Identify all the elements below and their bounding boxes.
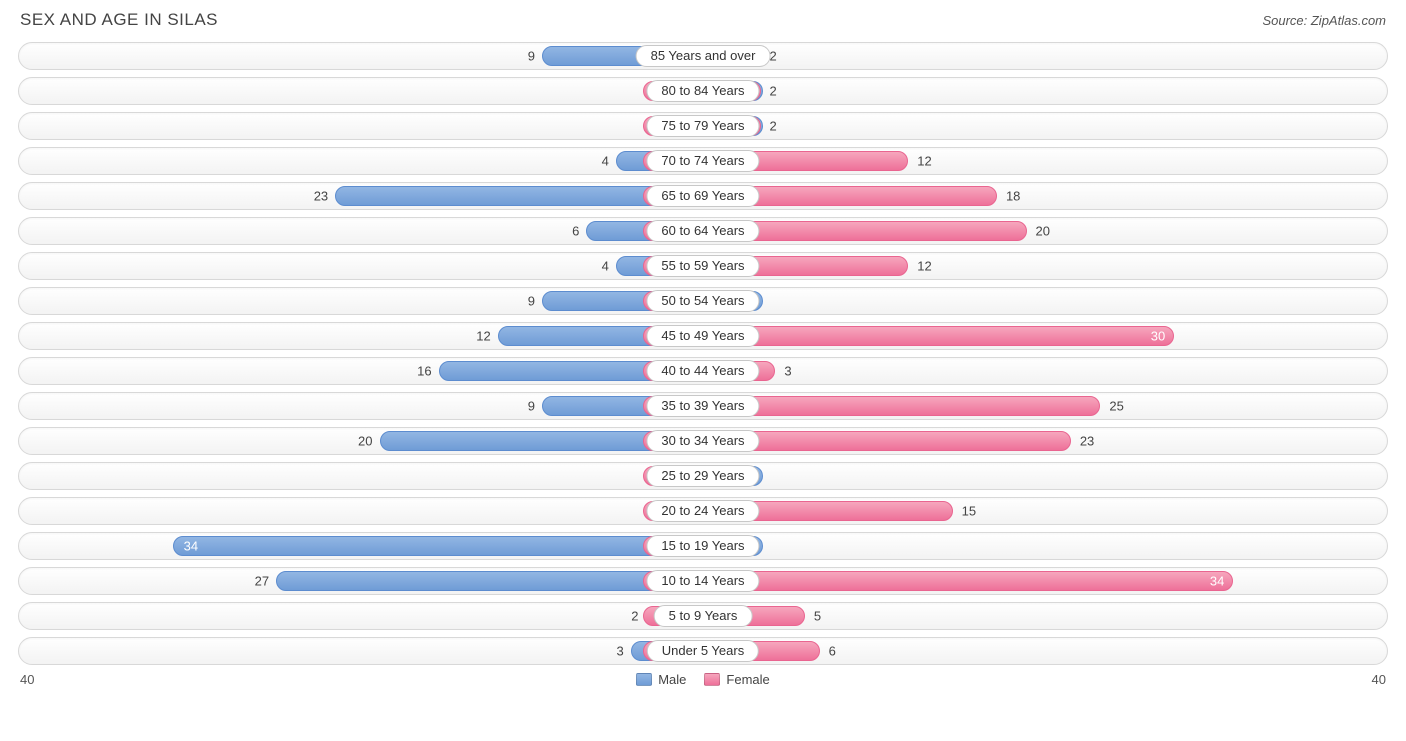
female-value: 20 [1036,224,1050,239]
age-group-label: 45 to 49 Years [646,325,759,347]
female-value: 3 [784,364,791,379]
age-group-label: 35 to 39 Years [646,395,759,417]
chart-source: Source: ZipAtlas.com [1262,13,1386,28]
chart-row: 16 3 40 to 44 Years [18,357,1388,385]
male-value: 9 [528,294,535,309]
chart-row: 3 6 Under 5 Years [18,637,1388,665]
age-group-label: 25 to 29 Years [646,465,759,487]
chart-row: 0275 to 79 Years [18,112,1388,140]
chart-row: 12 30 45 to 49 Years [18,322,1388,350]
legend-item-female: Female [704,672,769,687]
chart-row: 9 285 Years and over [18,42,1388,70]
female-value: 6 [829,644,836,659]
male-value: 9 [528,49,535,64]
age-group-label: 10 to 14 Years [646,570,759,592]
chart-row: 4 12 70 to 74 Years [18,147,1388,175]
age-group-label: 20 to 24 Years [646,500,759,522]
age-group-label: 30 to 34 Years [646,430,759,452]
chart-row: 9050 to 54 Years [18,287,1388,315]
legend: Male Female [636,672,770,687]
legend-label-male: Male [658,672,686,687]
chart-row: 0280 to 84 Years [18,77,1388,105]
chart-row: 2 5 5 to 9 Years [18,602,1388,630]
chart-row: 01520 to 24 Years [18,497,1388,525]
age-group-label: 15 to 19 Years [646,535,759,557]
female-value: 2 [770,84,777,99]
male-swatch-icon [636,673,652,686]
male-value: 34 [184,539,198,554]
male-value: 9 [528,399,535,414]
chart-header: SEX AND AGE IN SILAS Source: ZipAtlas.co… [18,10,1388,30]
chart-row: 0025 to 29 Years [18,462,1388,490]
male-value: 16 [417,364,431,379]
chart-row: 23 18 65 to 69 Years [18,182,1388,210]
axis-max-left: 40 [20,672,34,687]
chart-title: SEX AND AGE IN SILAS [20,10,218,30]
chart-row: 27 34 10 to 14 Years [18,567,1388,595]
chart-row: 34015 to 19 Years [18,532,1388,560]
population-pyramid-chart: 9285 Years and over0280 to 84 Years0275 … [18,42,1388,665]
male-value: 12 [476,329,490,344]
female-value: 5 [814,609,821,624]
age-group-label: 40 to 44 Years [646,360,759,382]
age-group-label: 85 Years and over [636,45,771,67]
male-value: 23 [314,189,328,204]
age-group-label: 80 to 84 Years [646,80,759,102]
chart-row: 6 20 60 to 64 Years [18,217,1388,245]
age-group-label: 50 to 54 Years [646,290,759,312]
age-group-label: 70 to 74 Years [646,150,759,172]
male-value: 20 [358,434,372,449]
legend-item-male: Male [636,672,686,687]
female-swatch-icon [704,673,720,686]
male-value: 4 [602,259,609,274]
female-value: 25 [1109,399,1123,414]
female-value: 23 [1080,434,1094,449]
legend-label-female: Female [726,672,769,687]
male-value: 2 [631,609,638,624]
female-value: 18 [1006,189,1020,204]
age-group-label: 65 to 69 Years [646,185,759,207]
female-value: 2 [770,119,777,134]
age-group-label: 55 to 59 Years [646,255,759,277]
female-value: 30 [1151,329,1165,344]
female-value: 12 [917,154,931,169]
female-value: 34 [1210,574,1224,589]
age-group-label: 5 to 9 Years [654,605,753,627]
chart-row: 20 23 30 to 34 Years [18,427,1388,455]
age-group-label: 60 to 64 Years [646,220,759,242]
male-value: 4 [602,154,609,169]
female-value: 2 [770,49,777,64]
chart-row: 9 25 35 to 39 Years [18,392,1388,420]
chart-footer: 40 Male Female 40 [18,672,1388,687]
axis-max-right: 40 [1372,672,1386,687]
female-value: 12 [917,259,931,274]
female-value: 15 [962,504,976,519]
age-group-label: 75 to 79 Years [646,115,759,137]
male-value: 27 [255,574,269,589]
age-group-label: Under 5 Years [647,640,759,662]
male-value: 6 [572,224,579,239]
chart-row: 4 12 55 to 59 Years [18,252,1388,280]
male-value: 3 [616,644,623,659]
